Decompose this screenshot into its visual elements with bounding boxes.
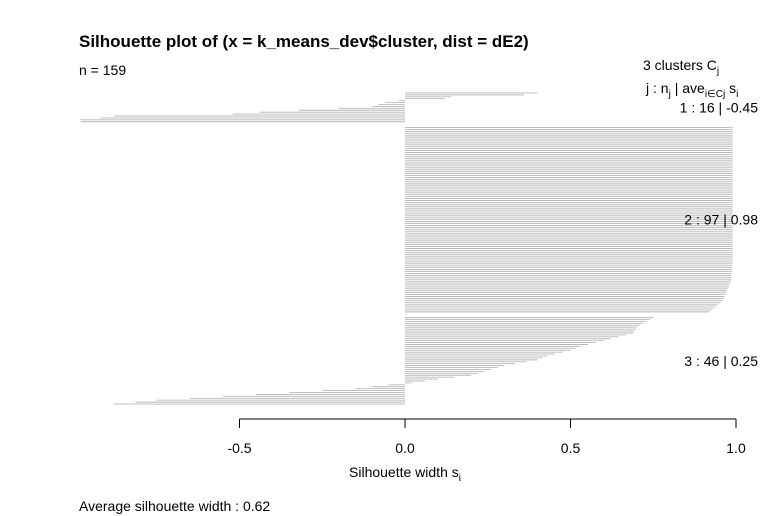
legend-header: 3 clusters Cj j : nj | avei∈Cj si [643,57,738,100]
cluster-labels: 1 : 16 | -0.45 2 : 97 | 0.98 3 : 46 | 0.25 [680,99,759,368]
legend-columns: j : nj | avei∈Cj si [645,80,738,100]
x-tick-label: 1.0 [726,440,746,456]
legend-title: 3 clusters Cj [643,57,719,77]
x-tick-label: 0.5 [561,440,581,456]
chart-subtitle: n = 159 [79,62,126,78]
average-silhouette-width: Average silhouette width : 0.62 [79,498,270,514]
x-axis-label: Silhouette width si [349,464,461,484]
chart-title: Silhouette plot of (x = k_means_dev$clus… [79,32,529,51]
x-tick-label: 0.0 [395,440,415,456]
cluster-label-3: 3 : 46 | 0.25 [684,353,758,369]
cluster-label-2: 2 : 97 | 0.98 [684,212,758,228]
x-axis: -0.5 0.0 0.5 1.0 [227,418,746,456]
cluster-label-1: 1 : 16 | -0.45 [680,99,759,115]
silhouette-bars [80,92,733,405]
x-tick-label: -0.5 [227,440,251,456]
